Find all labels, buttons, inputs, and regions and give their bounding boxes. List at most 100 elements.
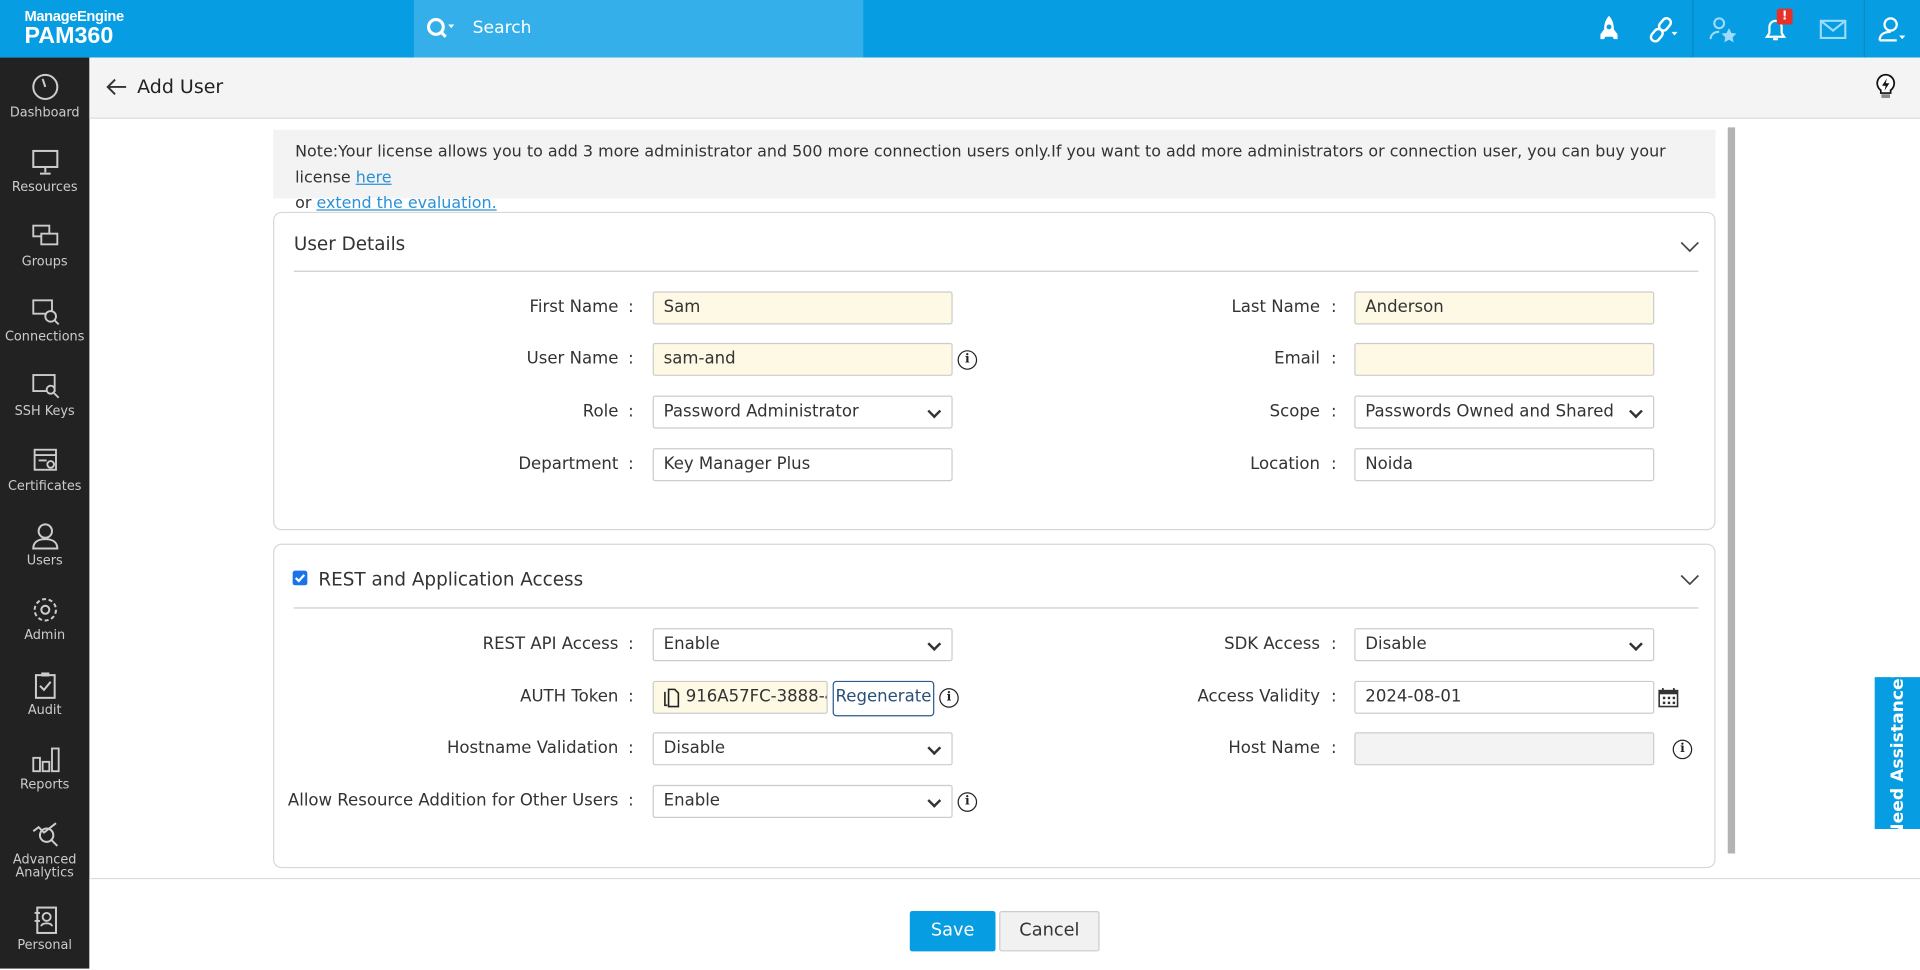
favorite-user-icon[interactable] [1708, 15, 1737, 44]
rest-access-checkbox[interactable] [292, 570, 308, 586]
copy-icon[interactable] [661, 688, 681, 708]
sidebar-item-label: Users [26, 553, 63, 569]
role-select[interactable]: Password Administrator [652, 395, 953, 429]
host-name-label: Host Name [1228, 738, 1321, 758]
cancel-button[interactable]: Cancel [999, 911, 1100, 952]
hostname-validation-select[interactable]: Disable [652, 732, 953, 766]
sidebar-item-resources[interactable]: Resources [0, 147, 89, 195]
colon: : [628, 791, 634, 811]
auth-token-field[interactable]: 916A57FC-3888-48 [652, 680, 828, 714]
extend-evaluation-link[interactable]: extend the evaluation. [316, 194, 497, 214]
page-header: Add User [89, 57, 1920, 119]
need-assistance-label: Need Assistance? [1887, 668, 1908, 838]
sidebar-item-label: Groups [21, 254, 68, 270]
scrollbar[interactable] [1727, 127, 1736, 854]
colon: : [628, 454, 634, 474]
search-icon[interactable] [426, 17, 455, 39]
sidebar-item-connections[interactable]: Connections [0, 296, 89, 344]
bell-icon[interactable] [1761, 15, 1790, 44]
rest-api-access-select[interactable]: Enable [652, 628, 953, 662]
divider [1863, 0, 1865, 58]
access-validity-input[interactable]: 2024-08-01 [1354, 680, 1655, 714]
colon: : [1331, 297, 1337, 318]
first-name-input[interactable]: Sam [652, 291, 953, 325]
allow-resource-addition-select[interactable]: Enable [652, 784, 953, 818]
dashboard-icon [31, 73, 58, 100]
email-input[interactable] [1354, 342, 1655, 376]
sidebar-item-advanced-analytics[interactable]: Advanced Analytics [0, 819, 89, 880]
user-name-input[interactable]: sam-and [652, 342, 953, 376]
department-input[interactable]: Key Manager Plus [652, 448, 953, 482]
last-name-label: Last Name [1231, 297, 1321, 318]
footer: Save Cancel [89, 877, 1920, 970]
sidebar-item-label: Dashboard [9, 105, 80, 121]
note-or: or [295, 194, 317, 214]
ssh-key-icon [31, 374, 59, 399]
sidebar-item-label: Advanced Analytics [12, 852, 77, 881]
certificate-icon [33, 448, 57, 471]
divider [1692, 0, 1694, 58]
auth-token-value: 916A57FC-3888-48 [685, 686, 827, 707]
lightbulb-icon[interactable] [1875, 73, 1897, 100]
role-label: Role [582, 401, 619, 422]
sidebar-item-groups[interactable]: Groups [0, 222, 89, 270]
location-input[interactable]: Noida [1354, 448, 1655, 482]
colon: : [1331, 686, 1337, 707]
chevron-down-icon[interactable] [1680, 574, 1700, 586]
colon: : [1331, 454, 1337, 474]
clipboard-check-icon [34, 672, 56, 699]
info-icon[interactable]: i [957, 792, 978, 812]
sidebar-item-label: SSH Keys [14, 404, 75, 419]
department-label: Department [518, 454, 619, 474]
search-input[interactable]: Search [472, 18, 532, 38]
hostname-validation-label: Hostname Validation [446, 738, 619, 758]
colon: : [628, 297, 634, 318]
last-name-input[interactable]: Anderson [1354, 291, 1655, 325]
save-button[interactable]: Save [909, 911, 996, 952]
rest-api-access-label: REST API Access [482, 634, 619, 654]
sidebar-item-dashboard[interactable]: Dashboard [0, 72, 89, 120]
first-name-label: First Name [529, 297, 619, 318]
notification-badge: ! [1776, 8, 1793, 25]
colon: : [628, 738, 634, 758]
mail-icon[interactable] [1818, 15, 1847, 44]
sidebar-item-reports[interactable]: Reports [0, 744, 89, 792]
search-bar[interactable]: Search [413, 0, 864, 58]
sidebar-item-audit[interactable]: Audit [0, 670, 89, 718]
user-profile-icon[interactable] [1877, 15, 1906, 44]
sidebar-item-users[interactable]: Users [0, 520, 89, 568]
regenerate-button[interactable]: Regenerate [832, 680, 935, 717]
info-icon[interactable]: i [1672, 739, 1693, 760]
need-assistance-tab[interactable]: Need Assistance? [1874, 668, 1920, 838]
info-icon[interactable]: i [957, 350, 978, 370]
sidebar-item-label: Admin [24, 628, 66, 643]
sidebar-item-ssh-keys[interactable]: SSH Keys [0, 371, 89, 419]
sdk-access-label: SDK Access [1224, 634, 1321, 654]
info-icon[interactable]: i [939, 688, 959, 708]
buy-license-link[interactable]: here [355, 168, 392, 188]
auth-token-label: AUTH Token [520, 686, 619, 707]
sidebar-item-personal[interactable]: Personal [0, 905, 89, 953]
sidebar-item-admin[interactable]: Admin [0, 595, 89, 643]
analytics-icon [32, 822, 58, 847]
sidebar-item-label: Connections [4, 329, 85, 345]
sdk-access-select[interactable]: Disable [1354, 628, 1655, 662]
monitor-icon [31, 149, 58, 175]
chevron-down-icon[interactable] [1680, 241, 1700, 253]
sidebar-item-certificates[interactable]: Certificates [0, 446, 89, 494]
host-name-input[interactable] [1354, 732, 1655, 766]
colon: : [628, 686, 634, 707]
bar-chart-icon [31, 747, 59, 773]
gear-icon [33, 598, 57, 622]
colon: : [628, 348, 634, 369]
back-arrow-icon[interactable] [105, 77, 127, 97]
brand-logo[interactable]: ManageEngine [24, 7, 124, 25]
top-bar: ManageEngine PAM360 Search ! [0, 0, 1920, 58]
scope-select[interactable]: Passwords Owned and Shared [1354, 395, 1655, 429]
rocket-icon[interactable] [1594, 15, 1623, 44]
sidebar-item-label: Certificates [7, 478, 82, 494]
product-name[interactable]: PAM360 [24, 23, 114, 49]
calendar-icon[interactable] [1658, 687, 1679, 708]
link-icon[interactable] [1648, 15, 1678, 44]
colon: : [628, 401, 634, 422]
